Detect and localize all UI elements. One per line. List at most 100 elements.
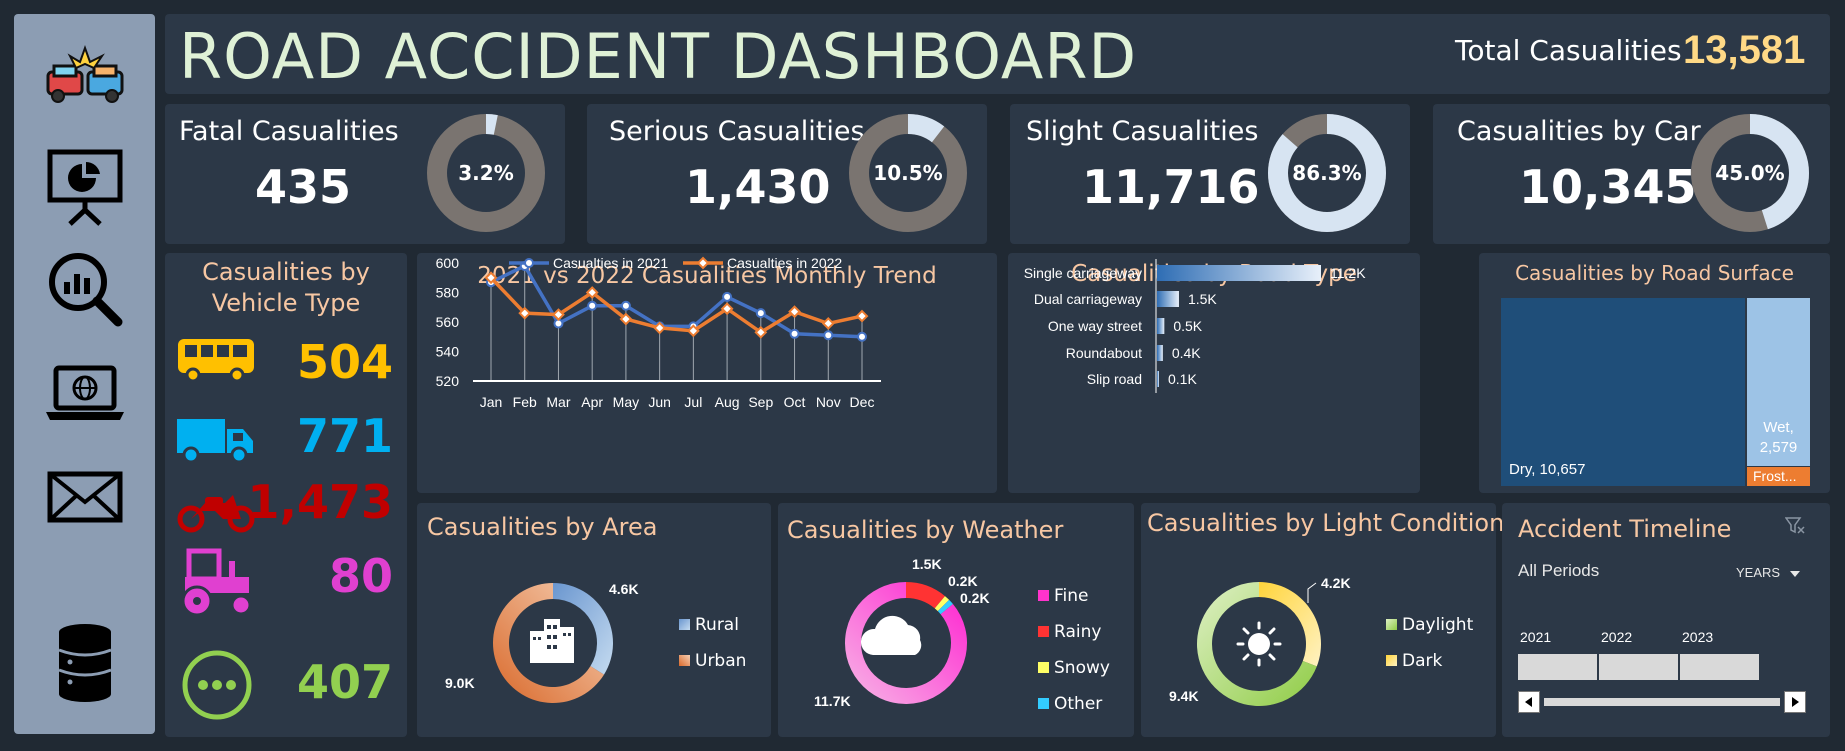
timeline-bar-2023[interactable] [1680,654,1759,680]
timeline-title: Accident Timeline [1518,515,1732,543]
kpi-donut: 86.3% [1268,114,1386,232]
series-point [755,308,766,319]
timeline-year-2023: 2023 [1682,629,1714,645]
monthly-trend-panel: 2021 vs 2022 Casualities Monthly Trend 5… [417,253,997,493]
y-tick-label: 600 [436,255,460,271]
legend-rural: Rural [695,615,739,635]
light-donut-slices [1197,582,1321,706]
vehicle-type-panel: Casualities by Vehicle Type 504 771 1,47… [165,253,407,737]
clear-filter-icon[interactable] [1785,517,1805,535]
road-type-value: 0.4K [1172,345,1201,361]
scroll-right-button[interactable] [1784,691,1806,713]
light-label-dark: 4.2K [1321,575,1351,591]
kpi-title: Fatal Casualities [179,116,399,147]
area-donut-slices [493,583,613,703]
truck-icon [177,419,253,464]
dashboard-title: ROAD ACCIDENT DASHBOARD [179,20,1138,93]
legend-snowy: Snowy [1054,658,1110,678]
kpi-title: Casualities by Car [1457,116,1701,147]
sidebar [14,14,155,734]
bus-icon [178,339,254,383]
treemap-frost[interactable]: Frost... [1747,467,1810,486]
weather-label-snowy: 0.2K [948,573,978,589]
road-type-value: 11.2K [1330,265,1366,281]
light-label-daylight: 9.4K [1169,688,1199,704]
weather-label-rainy: 1.5K [912,556,942,572]
y-tick-label: 540 [436,344,460,360]
road-type-bar [1157,265,1321,281]
timeline-bar-2021[interactable] [1518,654,1597,680]
series-point [587,300,598,311]
vehicle-value: 407 [296,655,393,709]
mail-icon[interactable] [42,454,128,540]
legend-swatch-fine [1038,590,1049,601]
x-tick-label: Nov [816,394,841,410]
series-point [653,321,667,335]
x-tick-label: Dec [850,394,875,410]
sun-icon [1236,621,1282,667]
treemap-dry[interactable]: Dry, 10,657 [1501,298,1745,486]
light-condition-panel: Casualities by Light Condition 4.2K 9.4K… [1141,503,1504,737]
timeline-bar-2022[interactable] [1599,654,1678,680]
x-tick-label: Jan [480,394,503,410]
total-casualties-value: 13,581 [1683,28,1806,72]
database-icon[interactable] [42,622,128,702]
road-type-category: Dual carriageway [1034,291,1142,307]
timeline-period-label: All Periods [1518,561,1600,580]
area-panel: Casualities by Area 4.6K 9.0K Rural U [417,503,771,737]
legend-swatch-other [1038,698,1049,709]
series-point [823,330,834,341]
legend-urban: Urban [695,651,746,671]
car-crash-icon[interactable] [42,36,128,122]
wet-label-line2: 2,579 [1759,439,1798,456]
x-tick-label: Jul [684,394,702,410]
y-tick-label: 560 [436,314,460,330]
series-point [857,331,867,342]
series-point [585,286,599,299]
legend-marker [524,258,534,268]
chevron-right-icon [1792,697,1799,707]
donut-slice [906,582,945,609]
presentation-chart-icon[interactable] [42,142,128,228]
road-type-bar [1157,318,1165,334]
timeline-unit-dropdown[interactable]: YEARS [1736,565,1800,580]
x-tick-label: Sep [748,394,773,410]
legend-other: Other [1054,694,1102,714]
scroll-left-button[interactable] [1518,691,1540,713]
kpi-donut-fill [849,114,967,232]
treemap-frost-label: Frost... [1753,468,1797,484]
road-surface-title: Casualities by Road Surface [1515,261,1794,285]
y-tick-label: 520 [436,373,460,389]
road-surface-panel: Casualities by Road Surface Dry, 10,657 … [1479,253,1830,493]
laptop-globe-icon[interactable] [42,350,128,436]
road-type-value: 0.5K [1173,318,1202,334]
road-type-bar [1157,291,1179,307]
vehicle-title-line2: Vehicle Type [211,289,361,317]
weather-title: Casualities by Weather [787,516,1064,544]
kpi-donut: 45.0% [1691,114,1809,232]
road-type-panel: Casualities by Road Type Single carriage… [1008,253,1420,493]
timeline-unit-label: YEARS [1736,565,1781,580]
x-tick-label: Jun [648,394,671,410]
series-point [620,300,631,311]
timeline-year-2021: 2021 [1520,629,1552,645]
scroll-track[interactable] [1544,698,1780,706]
road-type-category: Single carriageway [1024,265,1142,281]
kpi-percent: 86.3% [1292,161,1361,185]
kpi-value: 1,430 [685,160,831,214]
series-point [518,306,532,320]
treemap-wet-label: Wet, 2,579 [1747,418,1810,458]
legend-fine: Fine [1054,586,1089,606]
kpi-donut: 3.2% [427,114,545,232]
timeline-scrollbar[interactable] [1518,691,1806,713]
x-tick-label: Feb [513,394,537,410]
light-donut-chart: 4.2K 9.4K Daylight Dark [1169,575,1474,706]
search-analytics-icon[interactable] [42,246,128,332]
kpi-value: 10,345 [1519,160,1697,214]
cloud-icon [860,615,922,655]
treemap-wet[interactable]: Wet, 2,579 [1747,298,1810,466]
legend-label: Casualties in 2021 [553,255,668,271]
vehicle-value: 771 [296,409,393,463]
header: ROAD ACCIDENT DASHBOARD Total Casualitie… [165,14,1830,94]
road-type-bar [1157,345,1163,361]
